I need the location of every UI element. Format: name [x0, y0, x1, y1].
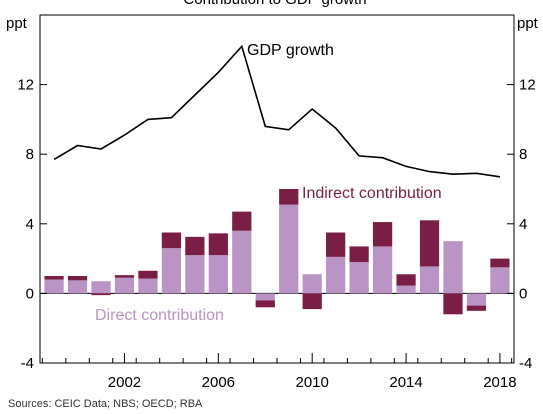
direct-bar-2004 [161, 248, 182, 294]
indirect-bar-2012 [349, 246, 369, 263]
indirect-bar-2014 [396, 274, 416, 286]
direct-bar-2010 [302, 274, 322, 294]
direct-bar-2001 [91, 281, 111, 294]
indirect-bar-2002 [114, 275, 135, 278]
indirect-bar-2016 [443, 293, 463, 315]
gdp-growth-line [53, 44, 501, 178]
direct-bar-2000 [67, 280, 88, 294]
indirect-bar-2000 [67, 276, 88, 281]
indirect-bar-2003 [138, 270, 158, 279]
x-tick-label-2002: 2002 [108, 374, 141, 391]
bar-layer [44, 189, 510, 315]
right-tick-label-4: 4 [519, 216, 527, 233]
direct-bar-2017 [466, 293, 487, 306]
direct-bar-2015 [419, 266, 440, 294]
indirect-bar-2013 [372, 222, 393, 247]
left-unit-label: ppt [6, 15, 28, 32]
gdp-growth-annotation: GDP growth [247, 42, 334, 59]
indirect-bar-2005 [185, 236, 205, 256]
indirect-bar-1999 [44, 276, 64, 280]
indirect-bar-2018 [490, 258, 510, 268]
indirect-bar-2017 [466, 305, 487, 311]
direct-bar-2011 [326, 256, 346, 294]
indirect-contribution-annotation: Indirect contribution [302, 185, 442, 202]
indirect-bar-2006 [208, 233, 228, 256]
direct-contribution-annotation: Direct contribution [95, 307, 224, 324]
left-tick-label-0: 0 [26, 285, 34, 302]
direct-bar-2006 [208, 255, 228, 294]
gdp-line-layer [53, 44, 501, 178]
indirect-bar-2007 [232, 211, 252, 231]
indirect-bar-2015 [419, 220, 440, 267]
source-note: Sources: CEIC Data; NBS; OECD; RBA [8, 398, 203, 410]
left-tick-label-8: 8 [26, 146, 34, 163]
indirect-bar-2001 [91, 293, 111, 296]
x-tick-label-2014: 2014 [389, 374, 422, 391]
x-tick-label-2018: 2018 [483, 374, 516, 391]
direct-bar-2002 [114, 277, 135, 294]
direct-bar-2007 [232, 230, 252, 294]
left-tick-label-4: 4 [26, 216, 34, 233]
direct-bar-2009 [279, 204, 299, 294]
indirect-bar-2004 [161, 232, 182, 249]
direct-bar-2018 [490, 267, 510, 294]
left-tick-label-12: 12 [17, 77, 34, 94]
right-tick-label-12: 12 [519, 77, 536, 94]
tick-layer: -4 -4 0 0 4 4 8 8 12 12 2002 2006 2010 2014 2018 [17, 77, 535, 391]
right-unit-label: ppt [517, 15, 539, 32]
direct-bar-2013 [372, 246, 393, 294]
direct-bar-2003 [138, 278, 158, 294]
indirect-bar-2011 [326, 232, 346, 257]
x-tick-label-2010: 2010 [296, 374, 329, 391]
direct-bar-2014 [396, 285, 416, 294]
direct-bar-2016 [443, 241, 463, 294]
indirect-bar-2010 [302, 293, 322, 310]
x-tick-label-2006: 2006 [202, 374, 235, 391]
right-tick-label-8: 8 [519, 146, 527, 163]
left-tick-label--4: -4 [21, 355, 34, 372]
right-tick-label--4: -4 [519, 355, 532, 372]
direct-bar-2012 [349, 262, 369, 294]
indirect-bar-2008 [255, 300, 275, 308]
right-tick-label-0: 0 [519, 285, 527, 302]
indirect-bar-2009 [279, 189, 299, 205]
direct-bar-2005 [185, 255, 205, 294]
chart-title: Contribution to GDP growth [183, 0, 366, 8]
direct-bar-2008 [255, 293, 275, 301]
direct-bar-1999 [44, 279, 64, 294]
